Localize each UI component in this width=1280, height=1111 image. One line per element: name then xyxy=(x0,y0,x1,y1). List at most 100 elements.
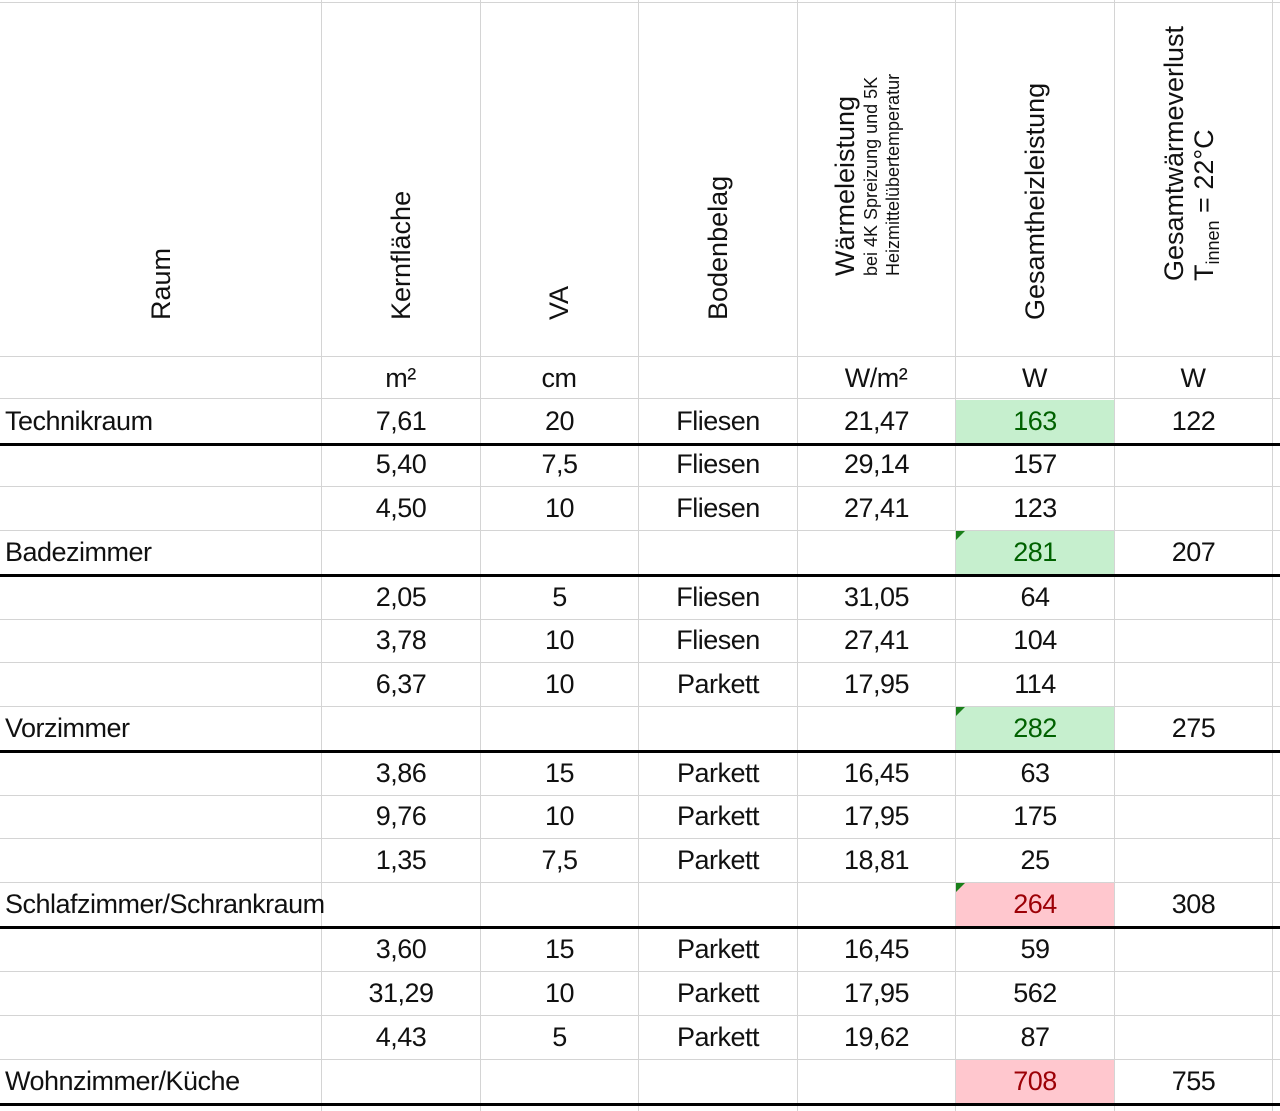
va-cell[interactable] xyxy=(481,883,638,926)
header-bodenbelag[interactable]: Bodenbelag xyxy=(638,0,797,356)
va-cell[interactable] xyxy=(481,531,638,574)
gesamtwaermeverlust-cell[interactable]: 308 xyxy=(1171,889,1216,919)
kernflaeche-cell[interactable]: 7,61 xyxy=(375,406,427,436)
waermeleistung-cell[interactable]: 21,47 xyxy=(843,406,910,436)
header-kernflaeche[interactable]: Kernfläche xyxy=(321,0,480,356)
unit-cell[interactable]: cm xyxy=(541,362,578,393)
waermeleistung-cell[interactable]: 17,95 xyxy=(843,978,910,1008)
bodenbelag-cell[interactable]: Parkett xyxy=(676,845,760,875)
bodenbelag-cell[interactable] xyxy=(639,1060,797,1103)
gesamtheizleistung-cell[interactable]: 157 xyxy=(1013,449,1057,479)
header-va[interactable]: VA xyxy=(480,0,638,356)
raum-cell[interactable] xyxy=(1,663,321,706)
raum-cell[interactable]: Wohnzimmer/Küche xyxy=(5,1066,240,1096)
comment-indicator-icon[interactable] xyxy=(956,707,965,716)
header-gesamtwaermeverlust[interactable]: Gesamtwärmeverlust Tinnen = 22°C xyxy=(1114,0,1272,356)
waermeleistung-cell[interactable]: 27,41 xyxy=(843,493,910,523)
unit-cell[interactable]: W xyxy=(1180,362,1206,393)
gesamtwaermeverlust-cell[interactable] xyxy=(1115,839,1272,882)
bodenbelag-cell[interactable]: Fliesen xyxy=(676,493,760,523)
raum-cell[interactable] xyxy=(1,1016,321,1059)
raum-cell[interactable]: Vorzimmer xyxy=(5,713,130,743)
va-cell[interactable]: 10 xyxy=(544,493,575,523)
waermeleistung-cell[interactable]: 16,45 xyxy=(843,758,910,788)
gesamtheizleistung-cell[interactable]: 104 xyxy=(1013,625,1057,655)
header-waermeleistung[interactable]: Wärmeleistung bei 4K Spreizung und 5K He… xyxy=(797,0,955,356)
kernflaeche-cell[interactable]: 3,78 xyxy=(375,625,427,655)
gesamtwaermeverlust-cell[interactable] xyxy=(1115,795,1272,838)
gesamtwaermeverlust-cell[interactable] xyxy=(1115,619,1272,662)
raum-cell[interactable]: Schlafzimmer/Schrankraum xyxy=(5,889,325,919)
gesamtwaermeverlust-cell[interactable] xyxy=(1115,576,1272,619)
bodenbelag-cell[interactable]: Parkett xyxy=(676,669,760,699)
gesamtheizleistung-cell[interactable]: 59 xyxy=(1020,934,1050,964)
raum-cell[interactable] xyxy=(1,576,321,619)
raum-cell[interactable] xyxy=(1,839,321,882)
va-cell[interactable]: 7,5 xyxy=(541,845,578,875)
gesamtheizleistung-cell[interactable]: 87 xyxy=(1020,1022,1050,1052)
raum-cell[interactable] xyxy=(1,928,321,971)
raum-cell[interactable] xyxy=(1,795,321,838)
bodenbelag-cell[interactable] xyxy=(639,531,797,574)
gesamtwaermeverlust-cell[interactable]: 207 xyxy=(1171,537,1216,567)
gesamtwaermeverlust-cell[interactable] xyxy=(1115,487,1272,530)
bodenbelag-cell[interactable]: Fliesen xyxy=(676,449,760,479)
waermeleistung-cell[interactable]: 19,62 xyxy=(843,1022,910,1052)
comment-indicator-icon[interactable] xyxy=(956,883,965,892)
va-cell[interactable]: 20 xyxy=(544,406,575,436)
unit-cell[interactable]: W xyxy=(1022,362,1047,393)
waermeleistung-cell[interactable]: 27,41 xyxy=(843,625,910,655)
gesamtheizleistung-cell[interactable]: 708 xyxy=(956,1060,1114,1103)
va-cell[interactable]: 10 xyxy=(544,978,575,1008)
waermeleistung-cell[interactable] xyxy=(798,883,955,926)
kernflaeche-cell[interactable] xyxy=(322,883,480,926)
bodenbelag-cell[interactable]: Parkett xyxy=(676,934,760,964)
va-cell[interactable]: 15 xyxy=(544,758,575,788)
kernflaeche-cell[interactable]: 31,29 xyxy=(368,978,434,1008)
bodenbelag-cell[interactable]: Fliesen xyxy=(676,582,760,612)
gesamtheizleistung-cell[interactable]: 282 xyxy=(956,707,1114,750)
gesamtwaermeverlust-cell[interactable] xyxy=(1115,663,1272,706)
kernflaeche-cell[interactable]: 4,43 xyxy=(375,1022,427,1052)
gesamtheizleistung-cell[interactable]: 114 xyxy=(1014,669,1056,699)
kernflaeche-cell[interactable]: 5,40 xyxy=(375,449,427,479)
gesamtwaermeverlust-cell[interactable] xyxy=(1115,928,1272,971)
waermeleistung-cell[interactable]: 16,45 xyxy=(843,934,910,964)
gesamtheizleistung-cell[interactable]: 123 xyxy=(1013,493,1057,523)
unit-cell[interactable] xyxy=(638,358,797,398)
raum-cell[interactable] xyxy=(1,443,321,486)
bodenbelag-cell[interactable] xyxy=(639,883,797,926)
gesamtheizleistung-cell[interactable]: 63 xyxy=(1020,758,1050,788)
bodenbelag-cell[interactable]: Parkett xyxy=(676,758,760,788)
kernflaeche-cell[interactable] xyxy=(322,1060,480,1103)
waermeleistung-cell[interactable] xyxy=(798,707,955,750)
gesamtheizleistung-cell[interactable]: 562 xyxy=(1013,978,1057,1008)
gesamtwaermeverlust-cell[interactable]: 755 xyxy=(1171,1066,1216,1096)
waermeleistung-cell[interactable]: 17,95 xyxy=(843,669,910,699)
header-raum[interactable]: Raum xyxy=(0,0,321,356)
va-cell[interactable]: 10 xyxy=(544,669,575,699)
kernflaeche-cell[interactable]: 9,76 xyxy=(375,801,427,831)
gesamtwaermeverlust-cell[interactable] xyxy=(1115,972,1272,1015)
gesamtheizleistung-cell[interactable]: 64 xyxy=(1020,582,1050,612)
waermeleistung-cell[interactable] xyxy=(798,531,955,574)
gesamtheizleistung-cell[interactable]: 163 xyxy=(956,400,1114,443)
raum-cell[interactable]: Badezimmer xyxy=(5,537,152,567)
kernflaeche-cell[interactable]: 2,05 xyxy=(375,582,427,612)
waermeleistung-cell[interactable] xyxy=(798,1060,955,1103)
gesamtheizleistung-cell[interactable]: 281 xyxy=(956,531,1114,574)
waermeleistung-cell[interactable]: 17,95 xyxy=(843,801,910,831)
gesamtwaermeverlust-cell[interactable]: 122 xyxy=(1171,406,1216,436)
kernflaeche-cell[interactable]: 6,37 xyxy=(375,669,427,699)
raum-cell[interactable] xyxy=(1,972,321,1015)
bodenbelag-cell[interactable]: Parkett xyxy=(676,1022,760,1052)
va-cell[interactable]: 15 xyxy=(544,934,575,964)
gesamtheizleistung-cell[interactable]: 175 xyxy=(1013,801,1057,831)
gesamtwaermeverlust-cell[interactable] xyxy=(1115,752,1272,795)
header-gesamtheizleistung[interactable]: Gesamtheizleistung xyxy=(955,0,1114,356)
gesamtwaermeverlust-cell[interactable] xyxy=(1115,1016,1272,1059)
comment-indicator-icon[interactable] xyxy=(956,531,965,540)
raum-cell[interactable] xyxy=(1,752,321,795)
bodenbelag-cell[interactable]: Fliesen xyxy=(676,625,760,655)
kernflaeche-cell[interactable]: 3,86 xyxy=(375,758,427,788)
